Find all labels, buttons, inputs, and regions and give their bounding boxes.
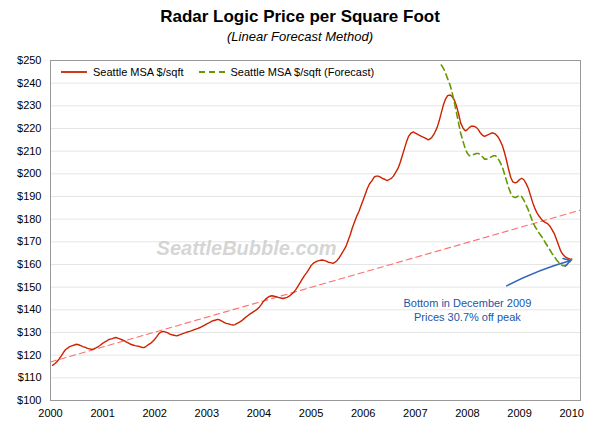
html-text:(Linear Forecast Method): (Linear Forecast Method) (227, 29, 373, 44)
svg-text:$110: $110 (18, 371, 42, 383)
svg-text:$120: $120 (17, 349, 41, 361)
html-text:Radar Logic Price per Square F: Radar Logic Price per Square Foot (160, 7, 440, 26)
svg-text:$240: $240 (17, 77, 41, 89)
svg-text:$210: $210 (17, 145, 41, 157)
svg-text:2000: 2000 (38, 407, 62, 419)
svg-text:$250: $250 (17, 54, 41, 66)
svg-text:$100: $100 (17, 394, 41, 406)
html-text:Seattle MSA $/sqft: Seattle MSA $/sqft (93, 66, 184, 78)
svg-text:2009: 2009 (507, 407, 531, 419)
svg-text:2008: 2008 (455, 407, 479, 419)
svg-text:2006: 2006 (351, 407, 375, 419)
svg-text:$200: $200 (17, 167, 41, 179)
svg-text:$130: $130 (17, 326, 41, 338)
svg-text:Bottom in December 2009Prices: Bottom in December 2009Prices 30.7% off … (404, 297, 532, 322)
svg-text:$180: $180 (17, 213, 41, 225)
svg-text:$140: $140 (17, 303, 41, 315)
svg-text:$150: $150 (17, 281, 41, 293)
svg-text:2005: 2005 (299, 407, 323, 419)
svg-text:2004: 2004 (247, 407, 271, 419)
svg-text:2002: 2002 (142, 407, 166, 419)
svg-text:$190: $190 (17, 190, 41, 202)
svg-text:$220: $220 (17, 122, 41, 134)
svg-text:SeattleBubble.com: SeattleBubble.com (157, 237, 337, 259)
svg-text:2001: 2001 (90, 407, 114, 419)
svg-text:$230: $230 (17, 99, 41, 111)
svg-text:2007: 2007 (403, 407, 427, 419)
html-text:Seattle MSA $/sqft (Forecast): Seattle MSA $/sqft (Forecast) (230, 66, 375, 78)
svg-text:$160: $160 (17, 258, 41, 270)
svg-text:2010: 2010 (559, 407, 583, 419)
svg-text:$170: $170 (17, 235, 41, 247)
svg-text:2003: 2003 (195, 407, 219, 419)
